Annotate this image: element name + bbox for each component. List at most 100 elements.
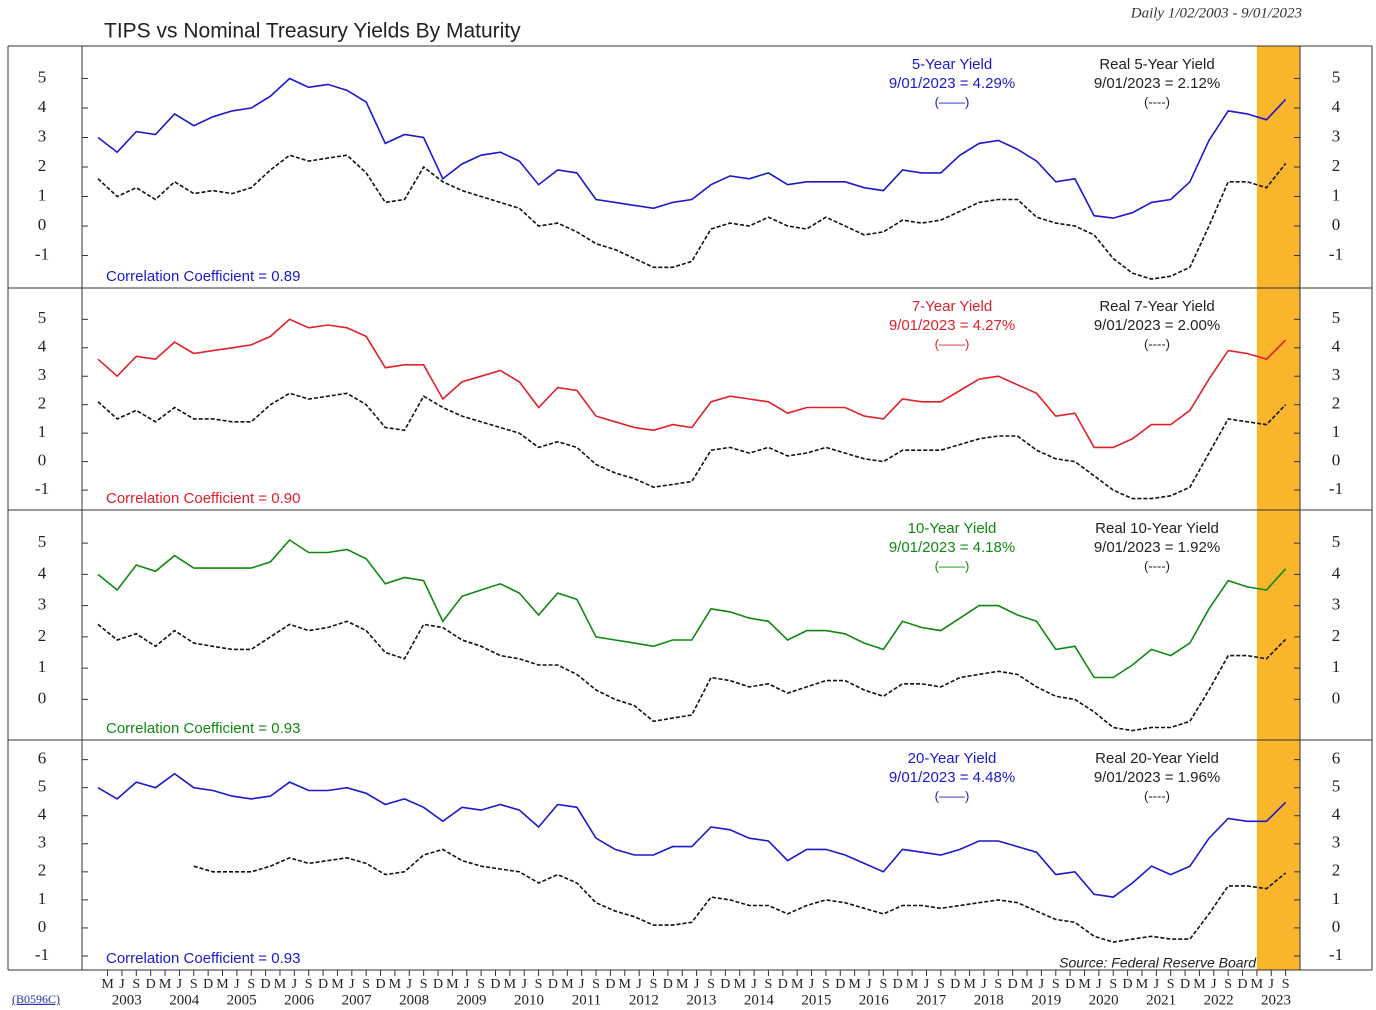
x-tick-label: M [1021, 977, 1034, 992]
legend-name: 7-Year Yield [912, 298, 992, 315]
x-tick-label: D [1237, 977, 1247, 992]
x-year-label: 2018 [974, 992, 1004, 1008]
y2-tick-label: 1 [1332, 185, 1341, 204]
x-year-label: 2007 [342, 992, 373, 1008]
y2-tick-label: 4 [1332, 97, 1341, 116]
x-tick-label: S [535, 977, 543, 992]
x-tick-label: D [375, 977, 385, 992]
x-tick-label: S [822, 977, 830, 992]
legend-name: Real 10-Year Yield [1095, 520, 1219, 537]
x-tick-label: S [1282, 977, 1290, 992]
y-tick-label: 6 [38, 749, 47, 768]
y2-tick-label: 5 [1332, 308, 1341, 327]
x-tick-label: D [1065, 977, 1075, 992]
x-tick-label: S [994, 977, 1002, 992]
x-year-label: 2022 [1204, 992, 1234, 1008]
highlight-band [1256, 288, 1300, 510]
y2-tick-label: 0 [1332, 917, 1341, 936]
y2-tick-label: 0 [1332, 688, 1341, 707]
y-tick-label: 2 [38, 394, 47, 413]
x-tick-label: J [349, 977, 355, 992]
x-year-label: 2010 [514, 992, 544, 1008]
x-year-label: 2019 [1031, 992, 1061, 1008]
y-tick-label: -1 [35, 479, 49, 498]
x-year-label: 2003 [112, 992, 142, 1008]
x-year-label: 2008 [399, 992, 429, 1008]
series-line [97, 538, 1287, 679]
y2-tick-label: 3 [1332, 365, 1341, 384]
x-tick-label: M [1136, 977, 1149, 992]
y2-tick-label: 1 [1332, 657, 1341, 676]
legend-note: 9/01/2023 = 1.96% [1094, 769, 1220, 786]
x-year-label: 2006 [284, 992, 315, 1008]
x-tick-label: S [879, 977, 887, 992]
x-tick-label: S [1052, 977, 1060, 992]
y2-tick-label: 0 [1332, 451, 1341, 470]
x-year-label: 2004 [169, 992, 200, 1008]
x-tick-label: M [446, 977, 459, 992]
x-tick-label: S [362, 977, 370, 992]
y2-tick-label: 5 [1332, 532, 1341, 551]
x-tick-label: S [190, 977, 198, 992]
x-tick-label: S [650, 977, 658, 992]
series-line [97, 154, 1287, 280]
y2-tick-label: -1 [1329, 479, 1343, 498]
y-tick-label: 0 [38, 215, 47, 234]
x-tick-label: M [331, 977, 344, 992]
x-tick-label: J [407, 977, 413, 992]
y2-tick-label: 4 [1332, 805, 1341, 824]
x-tick-label: D [203, 977, 213, 992]
x-tick-label: J [924, 977, 930, 992]
x-tick-label: D [433, 977, 443, 992]
x-tick-label: D [605, 977, 615, 992]
y2-tick-label: 1 [1332, 889, 1341, 908]
series-line [97, 620, 1287, 732]
x-tick-label: J [579, 977, 585, 992]
legend-name: Real 20-Year Yield [1095, 750, 1219, 767]
x-tick-label: J [1211, 977, 1217, 992]
legend-note: 9/01/2023 = 4.27% [889, 317, 1015, 334]
x-tick-label: S [420, 977, 428, 992]
y-tick-label: 2 [38, 626, 47, 645]
x-tick-label: D [835, 977, 845, 992]
y-tick-label: 1 [38, 185, 47, 204]
source: Source: Federal Reserve Board [1059, 955, 1257, 971]
legend-name: Real 7-Year Yield [1099, 298, 1214, 315]
x-tick-label: M [216, 977, 229, 992]
legend-note: 9/01/2023 = 2.00% [1094, 317, 1220, 334]
x-tick-label: M [906, 977, 919, 992]
legend-symbol: (——) [935, 558, 970, 573]
y-tick-label: 5 [38, 308, 47, 327]
x-year-label: 2021 [1146, 992, 1176, 1008]
x-year-label: 2011 [572, 992, 601, 1008]
y2-tick-label: 2 [1332, 626, 1341, 645]
legend-note: 9/01/2023 = 4.29% [889, 75, 1015, 92]
x-tick-label: S [1224, 977, 1232, 992]
x-tick-label: S [1167, 977, 1175, 992]
y2-tick-label: 5 [1332, 67, 1341, 86]
x-year-label: 2014 [744, 992, 775, 1008]
y2-tick-label: -1 [1329, 945, 1343, 964]
series-line [97, 392, 1287, 500]
x-tick-label: D [1123, 977, 1133, 992]
x-tick-label: D [893, 977, 903, 992]
chart-code[interactable]: (B0596C) [12, 992, 60, 1006]
x-tick-label: J [809, 977, 815, 992]
x-tick-label: M [733, 977, 746, 992]
y-tick-label: 0 [38, 688, 47, 707]
y2-tick-label: 5 [1332, 777, 1341, 796]
legend-name: Real 5-Year Yield [1099, 56, 1214, 73]
x-tick-label: S [305, 977, 313, 992]
chart-title: TIPS vs Nominal Treasury Yields By Matur… [104, 20, 521, 43]
legend-note: 9/01/2023 = 2.12% [1094, 75, 1220, 92]
annotation: Correlation Coefficient = 0.90 [106, 490, 300, 507]
y2-tick-label: 0 [1332, 215, 1341, 234]
x-tick-label: D [261, 977, 271, 992]
y-tick-label: -1 [35, 945, 49, 964]
x-tick-label: M [848, 977, 861, 992]
legend-note: 9/01/2023 = 1.92% [1094, 539, 1220, 556]
x-tick-label: S [765, 977, 773, 992]
x-tick-label: J [636, 977, 642, 992]
x-tick-label: D [146, 977, 156, 992]
